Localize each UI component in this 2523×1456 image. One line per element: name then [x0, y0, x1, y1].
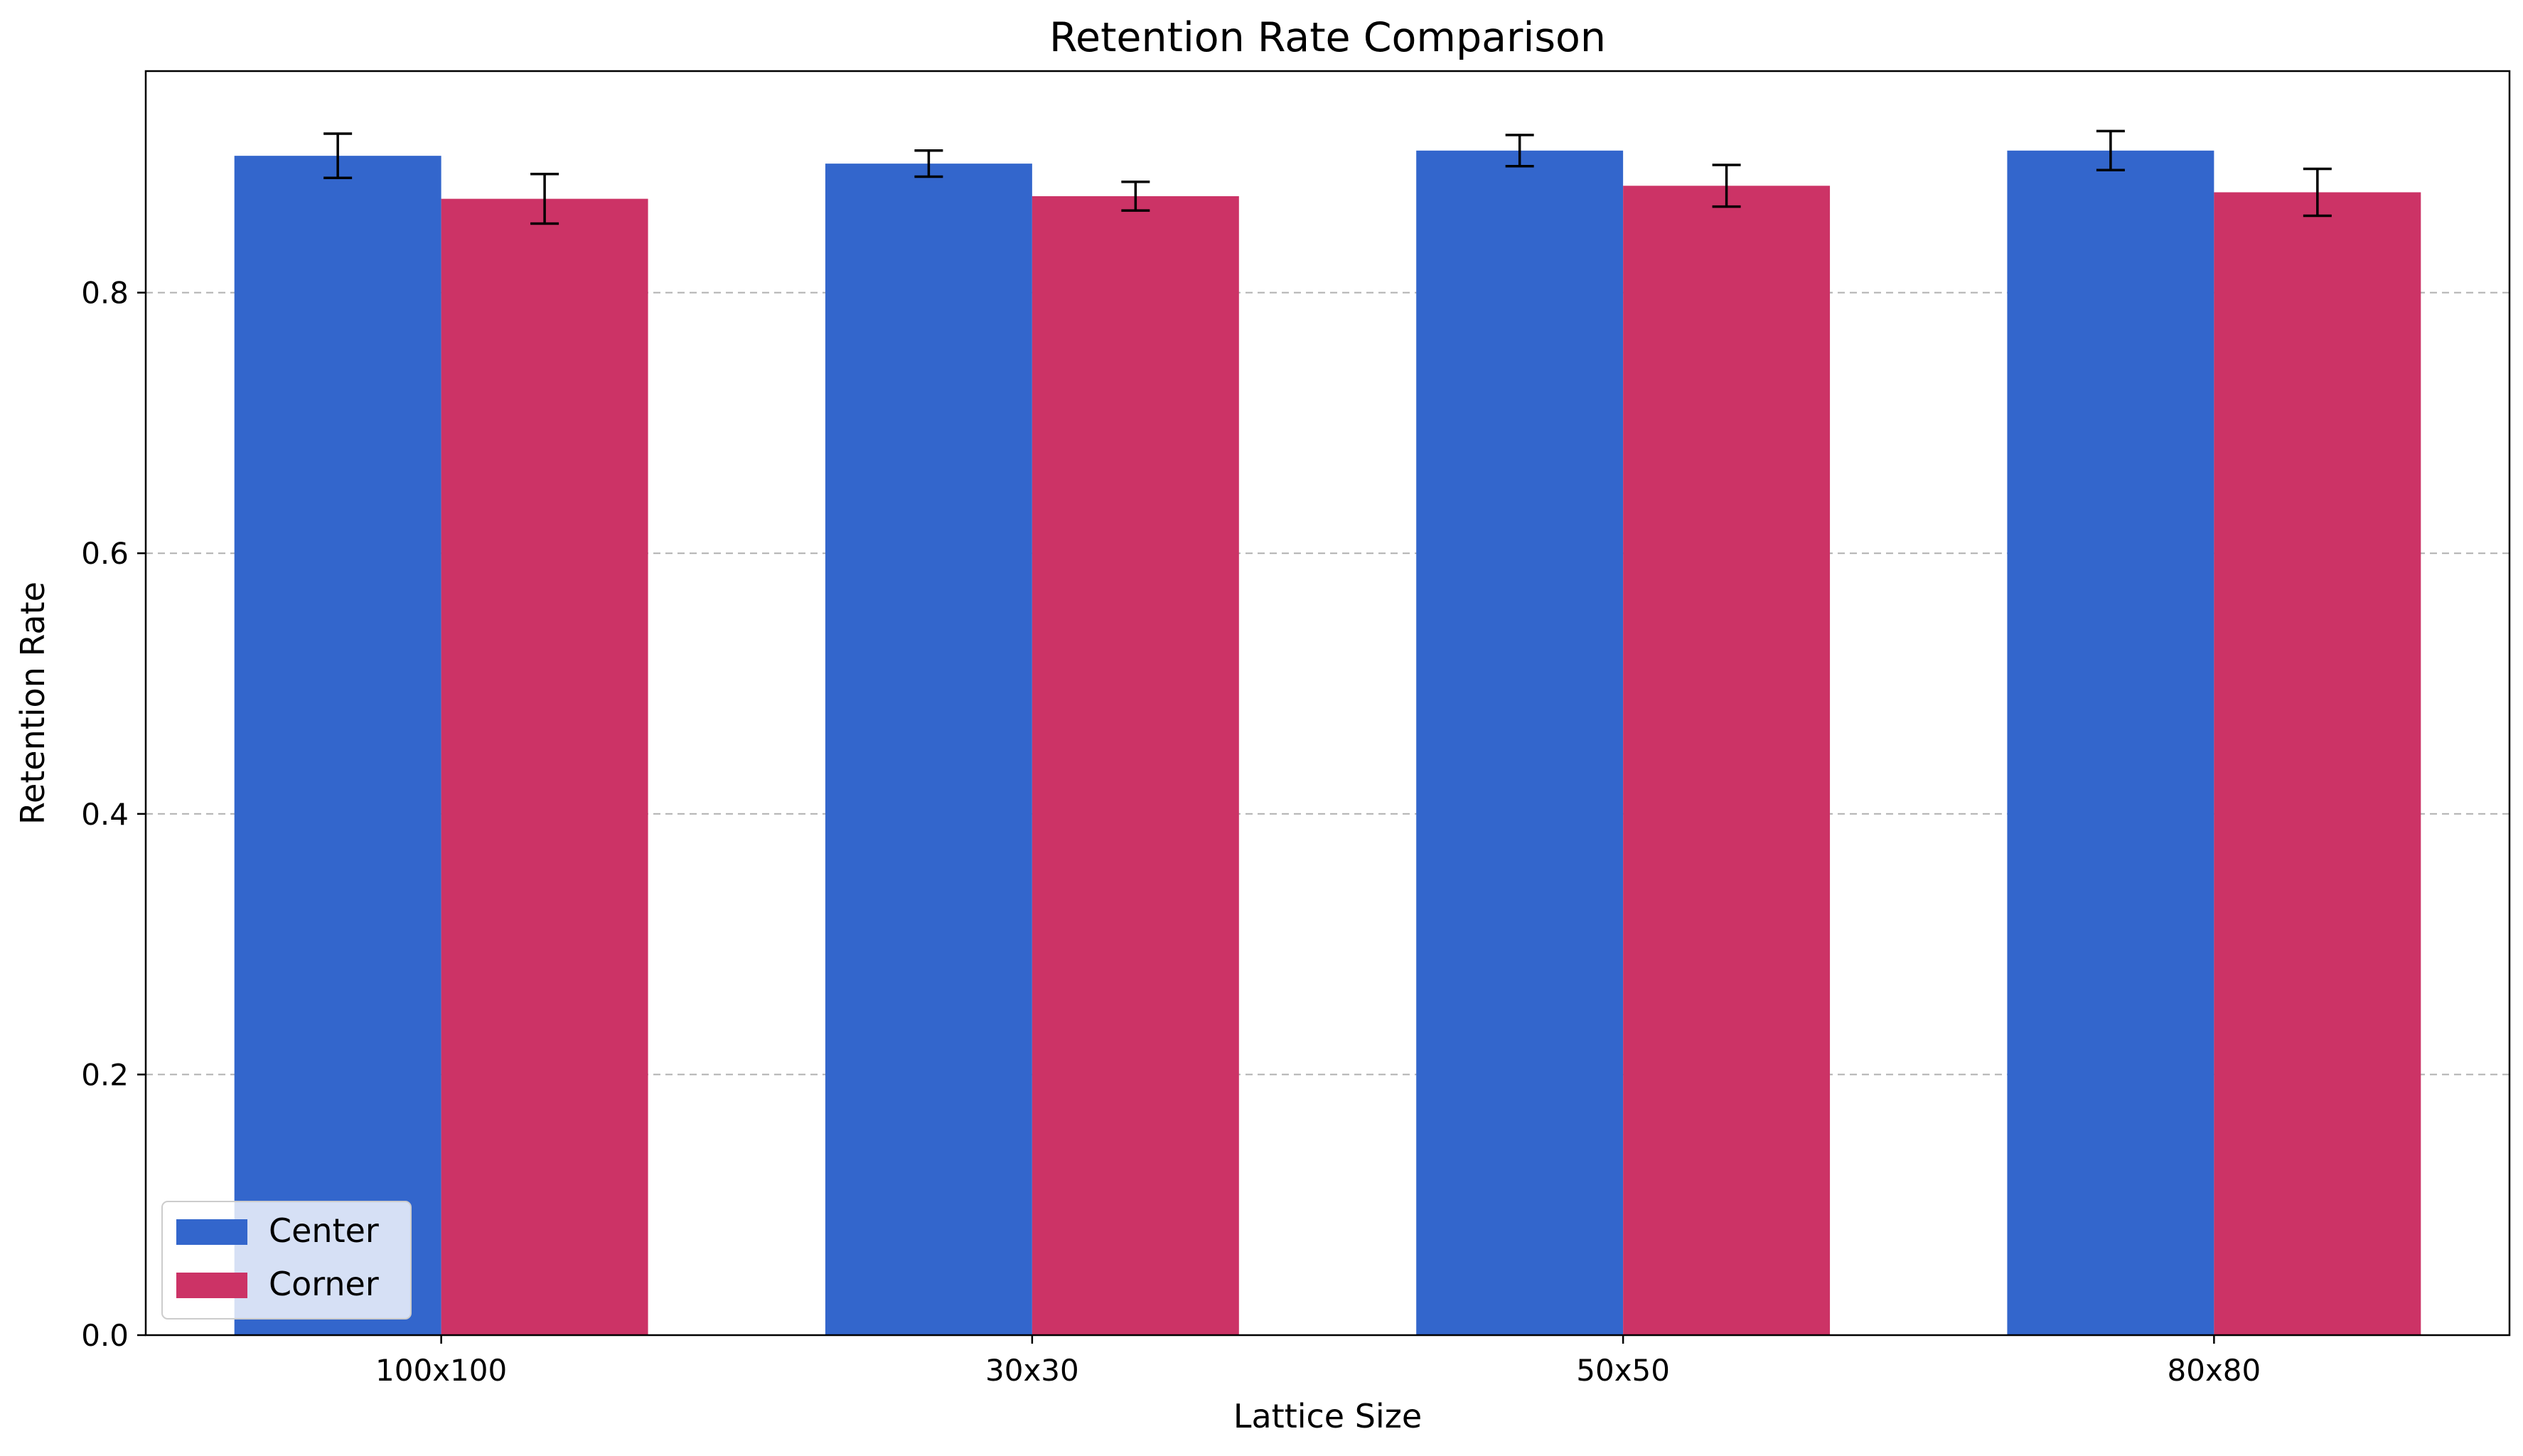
x-tick-label: 80x80 [2168, 1353, 2261, 1388]
y-tick-label: 0.2 [81, 1057, 129, 1092]
bar-center [825, 164, 1032, 1335]
y-tick-label: 0.4 [81, 797, 129, 832]
plot-area-frame [144, 70, 2511, 1337]
legend: Center Corner [161, 1201, 412, 1320]
x-tick-label: 100x100 [375, 1353, 507, 1388]
y-tick-label: 0.6 [81, 536, 129, 571]
bars [234, 150, 2421, 1336]
x-axis-ticks: 100x100 30x30 50x50 80x80 [375, 1335, 2261, 1388]
bar-center [1416, 150, 1624, 1335]
y-axis-ticks: 0.0 0.2 0.4 0.6 0.8 [81, 276, 146, 1353]
legend-label-center: Center [269, 1211, 379, 1250]
legend-label-corner: Corner [269, 1265, 379, 1303]
bar-corner [1623, 186, 1831, 1335]
y-tick-label: 0.0 [81, 1318, 129, 1353]
x-tick-label: 50x50 [1576, 1353, 1670, 1388]
y-tick-label: 0.8 [81, 276, 129, 311]
x-tick-label: 30x30 [985, 1353, 1079, 1388]
bar-center [2007, 150, 2214, 1335]
bar-corner [2214, 192, 2421, 1336]
y-axis-label: Retention Rate [14, 582, 52, 825]
error-bars [323, 129, 2332, 225]
bar-corner [1032, 196, 1239, 1335]
legend-swatch-center [176, 1219, 247, 1245]
chart-title: Retention Rate Comparison [1049, 14, 1606, 61]
legend-swatch-corner [176, 1273, 247, 1298]
x-axis-label: Lattice Size [1233, 1397, 1422, 1435]
bar-corner [441, 198, 648, 1335]
bar-center [234, 156, 441, 1336]
